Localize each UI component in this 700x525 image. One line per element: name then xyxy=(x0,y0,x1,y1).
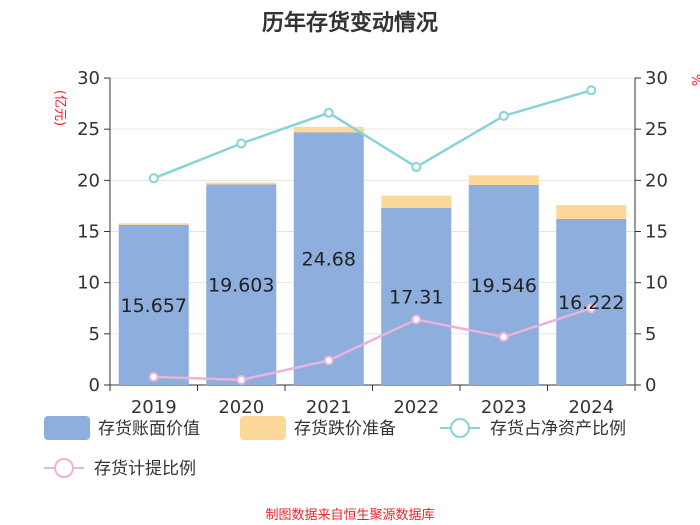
right-axis-tick-label: 30 xyxy=(645,68,668,89)
gridlines xyxy=(110,77,635,335)
bars-layer xyxy=(118,126,627,385)
data-labels-layer: 15.657 19.603 24.68 17.31 19.546 16.222 xyxy=(121,249,625,317)
bar-impairment-reserve xyxy=(206,182,277,185)
x-axis-tick-label: 2023 xyxy=(481,397,527,418)
left-axis-tick-label: 20 xyxy=(77,170,100,191)
right-axis-tick-label: 25 xyxy=(645,119,668,140)
right-axis-tick-label: 5 xyxy=(645,324,656,345)
right-axis-tick-label: 0 xyxy=(645,375,656,396)
x-axis-tick-label: 2020 xyxy=(218,397,264,418)
bar-impairment-reserve xyxy=(468,175,539,185)
chart-title: 历年存货变动情况 xyxy=(262,10,438,36)
left-axis-tick-label: 10 xyxy=(77,273,100,294)
right-axis-tick-label: 15 xyxy=(645,222,668,243)
bar-inventory-value xyxy=(293,132,364,385)
legend-marker xyxy=(54,458,74,478)
line-point xyxy=(148,173,159,184)
right-axis-tick-label: 10 xyxy=(645,273,668,294)
bar-inventory-value xyxy=(556,218,627,385)
bar-value-label: 19.603 xyxy=(208,275,274,297)
legend-label: 存货计提比例 xyxy=(94,459,196,479)
bar-value-label: 24.68 xyxy=(302,249,356,271)
legend-label: 存货跌价准备 xyxy=(294,419,396,439)
bar-value-label: 17.31 xyxy=(389,286,443,308)
line-provision-ratio xyxy=(153,307,592,382)
line-point xyxy=(498,110,509,121)
x-axis-tick-label: 2022 xyxy=(393,397,439,418)
bar-inventory-value xyxy=(118,224,189,385)
line-point xyxy=(323,355,334,366)
line-point xyxy=(411,314,422,325)
x-axis-tick-label: 2024 xyxy=(568,397,614,418)
x-axis-tick-label: 2019 xyxy=(131,397,177,418)
bar-value-label: 16.222 xyxy=(558,292,624,314)
bar-inventory-value xyxy=(206,184,277,385)
left-axis-tick-label: 25 xyxy=(77,119,100,140)
bar-value-label: 19.546 xyxy=(471,275,537,297)
right-axis-tick-label: 20 xyxy=(645,170,668,191)
legend-label: 存货占净资产比例 xyxy=(490,419,626,439)
left-axis-tick-label: 30 xyxy=(77,68,100,89)
left-axis-unit: (亿元) xyxy=(52,90,67,126)
line-point xyxy=(411,162,422,173)
line-point xyxy=(586,303,597,314)
left-axis-tick-label: 15 xyxy=(77,222,100,243)
line-point xyxy=(236,138,247,149)
left-axis-tick-label: 5 xyxy=(89,324,100,345)
lines-layer xyxy=(148,85,597,385)
line-point xyxy=(498,331,509,342)
bar-inventory-value xyxy=(468,184,539,385)
bar-inventory-value xyxy=(381,207,452,385)
x-axis-tick-label: 2021 xyxy=(306,397,352,418)
bar-impairment-reserve xyxy=(118,223,189,225)
bar-impairment-reserve xyxy=(293,126,364,133)
source-note: 制图数据来自恒生聚源数据库 xyxy=(265,507,434,523)
line-point xyxy=(586,85,597,96)
line-point xyxy=(148,371,159,382)
legend-swatch xyxy=(240,416,286,440)
right-axis-unit: % xyxy=(688,74,700,86)
bar-value-label: 15.657 xyxy=(121,295,187,317)
left-axis-tick-label: 0 xyxy=(89,375,100,396)
line-point xyxy=(323,107,334,118)
legend-marker xyxy=(450,418,470,438)
legend-swatch xyxy=(44,416,90,440)
legend-label: 存货账面价值 xyxy=(98,419,200,439)
bar-impairment-reserve xyxy=(556,205,627,219)
line-inventory-to-net-assets xyxy=(153,89,592,180)
line-point xyxy=(236,374,247,385)
axes: 0 5 10 15 20 25 30 0 5 10 15 20 25 30 2019 2020 2021 2022… xyxy=(77,68,668,418)
bar-impairment-reserve xyxy=(381,195,452,208)
